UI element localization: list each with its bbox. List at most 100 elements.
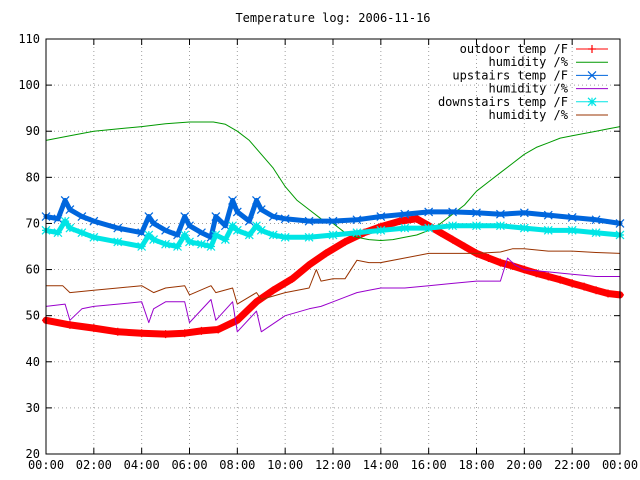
legend-label: humidity /%	[489, 108, 569, 122]
data-point	[460, 242, 469, 251]
x-tick-label: 12:00	[315, 458, 351, 472]
data-point	[161, 239, 171, 249]
x-tick-label: 04:00	[124, 458, 160, 472]
data-point	[256, 205, 266, 215]
legend-marker	[587, 70, 597, 80]
chart-title: Temperature log: 2006-11-16	[235, 11, 430, 25]
data-point	[211, 230, 221, 240]
data-point	[60, 195, 70, 205]
data-point	[556, 275, 565, 284]
y-tick-label: 80	[26, 170, 40, 184]
data-point	[161, 330, 170, 339]
data-point	[173, 242, 182, 251]
data-point	[113, 237, 123, 247]
data-point	[519, 223, 529, 233]
data-point	[53, 214, 63, 224]
data-point	[472, 208, 481, 218]
data-point	[60, 216, 70, 226]
series-4	[41, 216, 625, 251]
data-point	[144, 212, 154, 221]
series-1	[45, 121, 621, 241]
data-point	[448, 235, 457, 244]
y-tick-label: 20	[26, 447, 40, 461]
data-point	[543, 210, 553, 220]
legend-label: outdoor temp /F	[460, 42, 568, 56]
data-point	[591, 228, 601, 238]
x-tick-label: 08:00	[219, 458, 255, 472]
data-point	[113, 327, 122, 336]
data-point	[161, 225, 171, 235]
y-tick-label: 90	[26, 124, 40, 138]
data-point	[484, 254, 493, 263]
data-point	[137, 329, 146, 338]
data-point	[89, 216, 99, 226]
data-point	[269, 286, 278, 295]
data-point	[149, 219, 159, 228]
series-3	[45, 257, 621, 333]
data-point	[580, 282, 589, 291]
legend-marker	[587, 97, 597, 107]
data-point	[252, 221, 261, 231]
data-point	[568, 279, 577, 288]
data-point	[304, 216, 314, 226]
data-point	[280, 232, 290, 242]
data-point	[185, 237, 194, 247]
x-tick-label: 14:00	[363, 458, 399, 472]
data-point	[137, 228, 147, 238]
y-tick-label: 100	[18, 78, 40, 92]
data-point	[65, 205, 75, 215]
data-point	[206, 242, 216, 251]
data-point	[321, 249, 330, 258]
data-point	[591, 215, 601, 225]
data-point	[228, 221, 237, 231]
data-point	[400, 223, 410, 233]
data-point	[77, 228, 87, 238]
series-line	[45, 257, 621, 333]
data-point	[214, 325, 223, 334]
data-point	[185, 221, 194, 231]
data-point	[567, 225, 577, 235]
legend-label: humidity /%	[489, 82, 569, 96]
y-tick-label: 70	[26, 216, 40, 230]
legend-label: upstairs temp /F	[452, 68, 568, 82]
x-tick-label: 22:00	[554, 458, 590, 472]
data-point	[220, 221, 230, 231]
data-point	[233, 316, 242, 325]
data-point	[268, 212, 278, 221]
data-point	[436, 228, 445, 237]
x-tick-label: 10:00	[267, 458, 303, 472]
data-point	[280, 214, 290, 224]
data-point	[448, 207, 458, 217]
data-point	[149, 235, 159, 245]
data-point	[144, 230, 154, 240]
data-point	[288, 274, 297, 283]
data-point	[232, 207, 242, 217]
data-point	[376, 212, 386, 221]
data-point	[495, 209, 505, 219]
data-point	[543, 225, 553, 235]
series-5	[45, 248, 621, 305]
data-point	[244, 216, 254, 226]
data-point	[268, 230, 278, 240]
series-0	[42, 214, 624, 339]
y-tick-label: 30	[26, 401, 40, 415]
data-point	[519, 208, 529, 218]
data-point	[472, 221, 481, 231]
data-point	[77, 212, 87, 221]
x-tick-label: 18:00	[458, 458, 494, 472]
data-point	[65, 223, 75, 233]
data-point	[305, 260, 314, 269]
data-point	[228, 195, 237, 205]
data-point	[395, 217, 404, 226]
data-point	[352, 228, 362, 238]
data-point	[604, 289, 613, 298]
series-2	[41, 195, 625, 242]
data-point	[180, 329, 189, 338]
x-tick-label: 00:00	[28, 458, 64, 472]
data-point	[328, 216, 338, 226]
data-point	[180, 212, 190, 221]
legend-marker	[588, 45, 596, 53]
data-point	[424, 223, 434, 233]
data-point	[400, 209, 410, 219]
